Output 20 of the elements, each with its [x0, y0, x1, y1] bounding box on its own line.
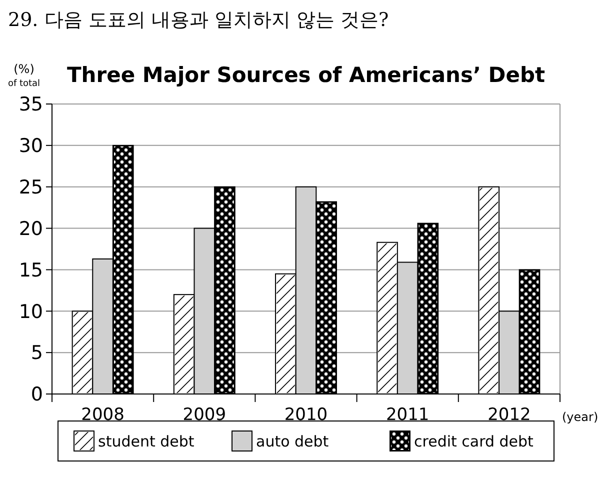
- y-tick-label: 20: [18, 218, 43, 240]
- x-tick-label: 2012: [488, 405, 531, 425]
- y-axis-title: (%) of total: [8, 62, 40, 89]
- y-tick-label: 15: [18, 259, 43, 282]
- text: 29. 다음 도표의 내용과 일치하지 않는 것은?: [8, 9, 389, 31]
- legend-label: student debt: [98, 432, 194, 450]
- x-tick-label: 2011: [386, 405, 430, 425]
- chart-title: Three Major Sources of Americans’ Debt: [66, 63, 546, 87]
- legend-label: credit card debt: [414, 432, 534, 450]
- x-tick-label: 2010: [284, 405, 328, 425]
- x-axis-title: (year): [562, 410, 598, 424]
- y-tick-label: 0: [30, 384, 43, 406]
- y-tick-label: 30: [18, 135, 43, 158]
- x-tick-label: 2008: [81, 405, 124, 425]
- y-tick-label: 35: [18, 94, 43, 116]
- y-tick-label: 10: [18, 300, 43, 323]
- y-tick-label: 25: [18, 176, 43, 199]
- legend-label: auto debt: [256, 432, 329, 450]
- y-tick-label: 5: [30, 342, 43, 364]
- x-tick-label: 2009: [182, 405, 226, 425]
